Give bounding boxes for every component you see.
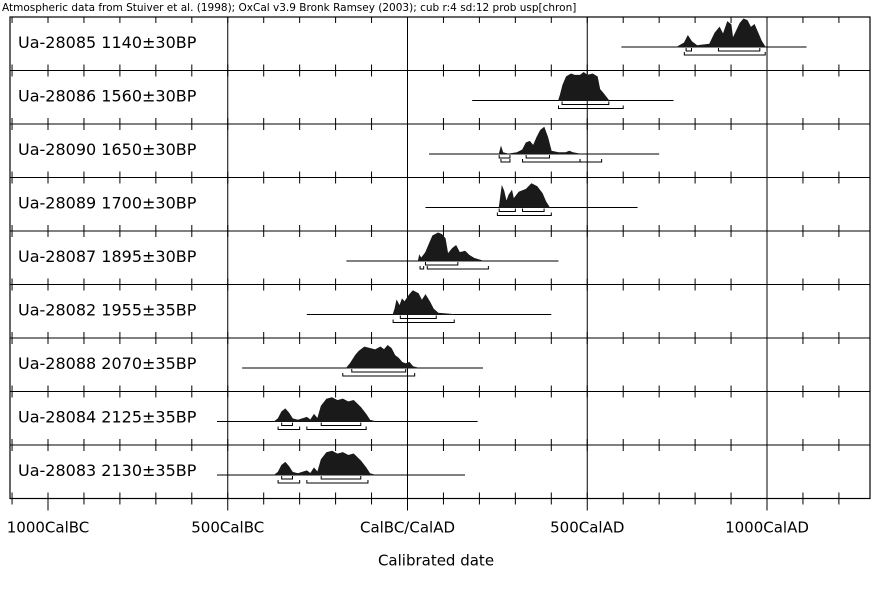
hpd-range-bracket xyxy=(351,369,407,373)
hpd-range-bracket xyxy=(419,266,425,270)
series-row: Ua-28085 1140±30BP xyxy=(11,17,840,71)
series-row: Ua-28087 1895±30BP xyxy=(10,230,870,285)
x-tick-label: 500CalBC xyxy=(191,519,264,537)
probability-distribution xyxy=(498,126,581,155)
plot-frame xyxy=(9,16,871,500)
probability-distribution xyxy=(498,183,551,208)
hpd-range-bracket xyxy=(496,212,552,216)
x-tick-label: 500CalAD xyxy=(550,519,624,537)
hpd-range-bracket xyxy=(683,52,766,56)
series-row: Ua-28089 1700±30BP xyxy=(10,177,870,231)
probability-distribution xyxy=(417,232,484,262)
series-row: Ua-28084 2125±35BP xyxy=(10,391,870,445)
hpd-range-bracket xyxy=(392,319,455,323)
plot-header: Atmospheric data from Stuiver et al. (19… xyxy=(2,2,577,14)
series-label: Ua-28089 1700±30BP xyxy=(18,194,197,213)
x-tick-label: 1000CalAD xyxy=(725,519,809,537)
hpd-range-bracket xyxy=(561,101,610,105)
series-label: Ua-28084 2125±35BP xyxy=(18,408,197,427)
hpd-range-bracket xyxy=(281,422,293,426)
hpd-range-bracket xyxy=(522,208,545,212)
series-label: Ua-28087 1895±30BP xyxy=(18,247,197,266)
series-label: Ua-28086 1560±30BP xyxy=(18,87,197,106)
hpd-range-bracket xyxy=(277,480,301,484)
hpd-range-bracket xyxy=(579,159,603,163)
hpd-range-bracket xyxy=(525,155,551,159)
hpd-range-bracket xyxy=(320,476,362,480)
hpd-range-bracket xyxy=(277,426,301,430)
x-tick-label: CalBC/CalAD xyxy=(360,519,455,537)
x-axis-label: Calibrated date xyxy=(378,552,494,570)
hpd-range-bracket xyxy=(522,159,581,163)
hpd-range-bracket xyxy=(557,105,624,109)
hpd-range-bracket xyxy=(306,426,367,430)
hpd-range-bracket xyxy=(281,476,293,480)
x-tick-label: 1000CalBC xyxy=(7,519,90,537)
series-row: Ua-28086 1560±30BP xyxy=(10,70,870,124)
series-label: Ua-28090 1650±30BP xyxy=(18,140,197,159)
probability-distribution xyxy=(273,397,376,422)
probability-distribution xyxy=(557,71,610,101)
series-row: Ua-28083 2130±35BP xyxy=(10,444,870,499)
hpd-range-bracket xyxy=(426,266,489,270)
series-label: Ua-28082 1955±35BP xyxy=(18,301,197,320)
hpd-range-bracket xyxy=(342,373,416,377)
series-row: Ua-28090 1650±30BP xyxy=(10,123,870,178)
series-row: Ua-28082 1955±35BP xyxy=(10,284,870,338)
probability-distribution xyxy=(392,290,455,315)
series-label: Ua-28088 2070±35BP xyxy=(18,354,197,373)
probability-distribution xyxy=(273,450,376,476)
series-row: Ua-28088 2070±35BP xyxy=(10,337,870,392)
series-label: Ua-28083 2130±35BP xyxy=(18,461,197,480)
hpd-range-bracket xyxy=(306,480,369,484)
hpd-range-bracket xyxy=(685,48,693,52)
hpd-range-bracket xyxy=(717,48,761,52)
hpd-range-bracket xyxy=(500,159,511,163)
probability-distribution xyxy=(675,18,766,48)
series-label: Ua-28085 1140±30BP xyxy=(18,33,197,52)
hpd-range-bracket xyxy=(498,208,516,212)
hpd-range-bracket xyxy=(424,262,459,266)
probability-distribution xyxy=(345,345,419,369)
hpd-range-bracket xyxy=(399,315,437,319)
hpd-range-bracket xyxy=(498,155,511,159)
hpd-range-bracket xyxy=(320,422,362,426)
